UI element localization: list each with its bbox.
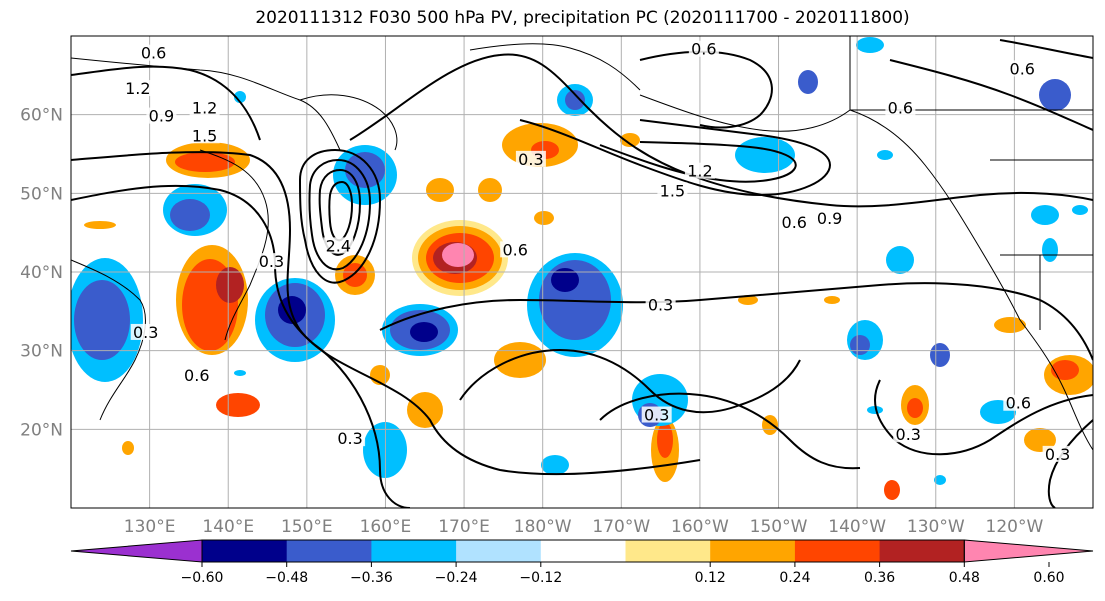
contour-label-bg <box>181 367 212 384</box>
contour-label-bg <box>130 323 161 340</box>
contour-label-bg <box>688 40 719 57</box>
colorbar-extend-max <box>963 539 1094 563</box>
contour-label-bg <box>122 80 153 97</box>
contour-label: 0.3 <box>896 425 921 444</box>
plot-frame <box>70 35 1094 509</box>
lat-tick-label: 50°N <box>20 184 63 204</box>
lon-tick-label: 160°W <box>671 517 729 537</box>
lon-tick-label: 170°W <box>592 517 650 537</box>
contour-label-bg <box>500 241 531 258</box>
colorbar-bin <box>625 540 711 562</box>
lon-tick-label: 160°E <box>360 517 412 537</box>
contour-label-bg <box>323 237 354 254</box>
colorbar-tick-label: 0.36 <box>864 570 895 586</box>
colorbar-bin <box>794 540 881 562</box>
contour-label: 0.3 <box>648 295 673 314</box>
contour-label: 0.3 <box>337 429 362 448</box>
colorbar-tick-label: 0.24 <box>779 570 810 586</box>
contour-label-bg <box>885 99 916 116</box>
contour-label: 0.9 <box>817 209 842 228</box>
coastlines <box>71 36 1093 451</box>
contour-label: 0.3 <box>644 406 669 425</box>
contour-label-bg <box>189 127 220 144</box>
lat-tick-label: 30°N <box>20 342 63 362</box>
contour-label: 0.9 <box>149 107 174 126</box>
lat-tick-label: 20°N <box>20 420 63 440</box>
contour-label: 2.4 <box>326 236 351 255</box>
colorbar-bin <box>371 540 457 562</box>
colorbar-bin <box>202 540 288 562</box>
contour-label: 1.2 <box>125 79 150 98</box>
colorbar-tick-label: 0.12 <box>695 570 726 586</box>
contour-label: 0.6 <box>1010 59 1035 78</box>
lon-tick-label: 130°E <box>124 517 176 537</box>
lon-tick-label: 120°W <box>986 517 1044 537</box>
lon-tick-label: 130°W <box>907 517 965 537</box>
contour-label-bg <box>1007 60 1038 77</box>
contour-label: 0.3 <box>259 252 284 271</box>
colorbar-frame <box>201 539 965 563</box>
colorbar-bin <box>710 540 796 562</box>
contour-label: 0.3 <box>133 323 158 342</box>
contour-label: 1.2 <box>192 99 217 118</box>
lon-tick-label: 150°E <box>281 517 333 537</box>
lon-tick-label: 170°E <box>438 517 490 537</box>
contour-label: 1.5 <box>192 126 217 145</box>
contour-label-bg <box>335 430 366 447</box>
colorbar-bin <box>456 540 542 562</box>
contour-label-bg <box>138 44 169 61</box>
contour-label-bg <box>189 99 220 116</box>
colorbar-tick-label: −0.12 <box>519 570 562 586</box>
map-title: 2020111312 F030 500 hPa PV, precipitatio… <box>255 8 910 28</box>
contour-label: 0.6 <box>782 213 807 232</box>
contour-label: 1.2 <box>687 162 712 181</box>
colorbar-bin <box>286 540 372 562</box>
gridlines <box>71 36 1093 508</box>
colorbar-tick-label: −0.48 <box>265 570 308 586</box>
colorbar <box>70 539 1094 567</box>
contour-label-bg <box>1003 394 1034 411</box>
lon-tick-label: 140°W <box>828 517 886 537</box>
contour-label: 0.6 <box>184 366 209 385</box>
contour-label-bg <box>814 209 845 226</box>
longitude-tick-labels: 130°E 140°E 150°E 160°E 170°E 180°W 170°W 160°W… <box>124 517 1044 537</box>
contour-label-bg <box>657 182 688 199</box>
contour-label: 0.3 <box>1045 445 1070 464</box>
contour-label-bg <box>893 426 924 443</box>
contour-label-bg <box>645 296 676 313</box>
contour-label: 0.6 <box>1006 394 1031 413</box>
latitude-tick-labels: 20°N 30°N 40°N 50°N 60°N <box>20 106 63 441</box>
map-layers: 0.61.20.9 1.21.52.40.30.30.60.60.30.6 0.91… <box>71 36 1093 508</box>
colorbar-tick-labels: −0.60 −0.48 −0.36 −0.24 −0.12 0.12 0.24 0.36 0.4… <box>181 570 1065 586</box>
colorbar-tick-label: 0.48 <box>949 570 980 586</box>
contour-label-bg <box>684 162 715 179</box>
contour-label: 1.5 <box>660 181 685 200</box>
colorbar-tick-label: −0.24 <box>435 570 478 586</box>
contour-label: 0.6 <box>502 240 527 259</box>
colorbar-bin <box>879 540 965 562</box>
colorbar-tick-label: 0.60 <box>1033 570 1064 586</box>
lat-tick-label: 40°N <box>20 263 63 283</box>
colorbar-extend-min <box>70 539 203 563</box>
contour-label: 0.6 <box>141 44 166 63</box>
colorbar-bin <box>540 540 626 562</box>
contour-labels: 0.61.20.9 1.21.52.40.30.30.60.60.30.6 0.91… <box>122 40 1073 464</box>
lon-tick-label: 140°E <box>202 517 254 537</box>
contour-label-bg <box>146 107 177 124</box>
contour-label: 0.6 <box>691 40 716 59</box>
contour-label-bg <box>515 150 546 167</box>
lon-tick-label: 150°W <box>750 517 808 537</box>
contour-label-bg <box>641 406 672 423</box>
contour-label: 0.6 <box>888 99 913 118</box>
contour-label: 0.3 <box>518 150 543 169</box>
colorbar-tick-label: −0.36 <box>350 570 393 586</box>
contour-label-bg <box>1042 445 1073 462</box>
colorbar-tick-label: −0.60 <box>181 570 224 586</box>
lon-tick-label: 180°W <box>514 517 572 537</box>
contour-label-bg <box>779 213 810 230</box>
contour-label-bg <box>256 253 287 270</box>
lat-tick-label: 60°N <box>20 106 63 126</box>
